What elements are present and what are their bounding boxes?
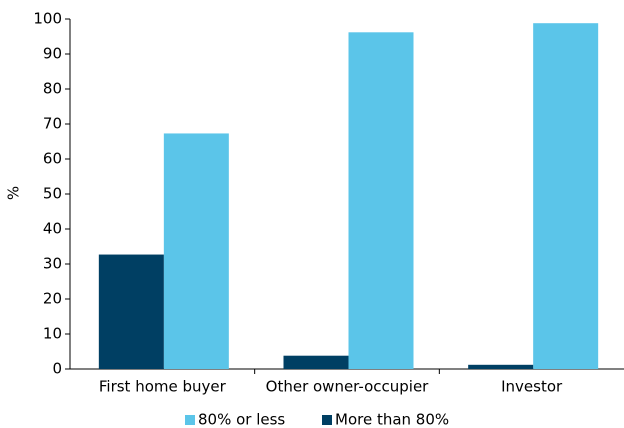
legend-label: More than 80%	[335, 411, 449, 428]
y-tick-label: 40	[43, 220, 62, 238]
y-tick-label: 60	[43, 150, 62, 168]
y-tick-label: 80	[43, 80, 62, 98]
bar	[98, 254, 164, 369]
y-tick-label: 10	[43, 325, 62, 343]
y-tick-label: 0	[52, 360, 62, 378]
y-tick-label: 50	[43, 185, 62, 203]
bar	[283, 355, 349, 369]
bar	[468, 364, 534, 369]
y-tick-label: 100	[33, 10, 62, 28]
y-tick-label: 70	[43, 115, 62, 133]
x-tick-label: First home buyer	[99, 378, 227, 396]
y-tick-label: 20	[43, 290, 62, 308]
y-axis-label: %	[5, 186, 23, 200]
legend-swatch	[322, 415, 332, 425]
y-tick-label: 30	[43, 255, 62, 273]
x-tick-label: Other owner-occupier	[266, 378, 430, 396]
x-tick-label: Investor	[501, 378, 563, 396]
legend-swatch	[185, 415, 195, 425]
bar	[163, 133, 229, 369]
legend-label: 80% or less	[198, 411, 285, 428]
y-tick-label: 90	[43, 45, 62, 63]
bar	[533, 23, 599, 369]
bar	[348, 32, 414, 370]
